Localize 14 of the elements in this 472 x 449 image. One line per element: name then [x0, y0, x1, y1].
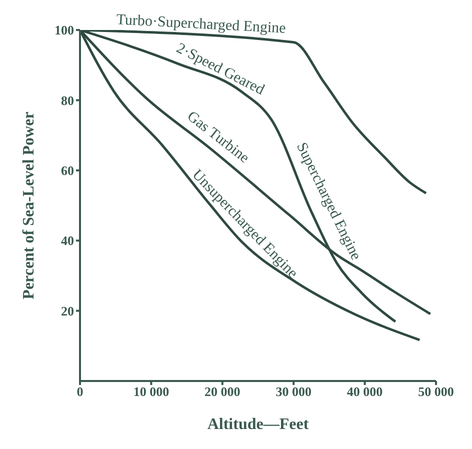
x-tick-label: 50 000: [418, 384, 454, 400]
y-tick-label: 100: [54, 22, 74, 38]
x-tick-label: 0: [76, 384, 84, 400]
annotation: Turbo·Supercharged Engine: [116, 12, 286, 37]
x-tick-label: 30 000: [276, 384, 312, 400]
x-tick-label: 20 000: [204, 384, 240, 400]
y-tick-label: 20: [61, 303, 74, 318]
y-axis-title: Percent of Sea-Level Power: [20, 112, 38, 300]
y-tick-label: 60: [61, 163, 74, 178]
x-tick-label: 40 000: [346, 384, 383, 400]
y-tick-label: 40: [61, 233, 74, 248]
x-axis-title: Altitude—Feet: [207, 416, 310, 433]
y-tick-label: 80: [61, 92, 74, 108]
x-tick-label: 10 000: [133, 384, 170, 400]
